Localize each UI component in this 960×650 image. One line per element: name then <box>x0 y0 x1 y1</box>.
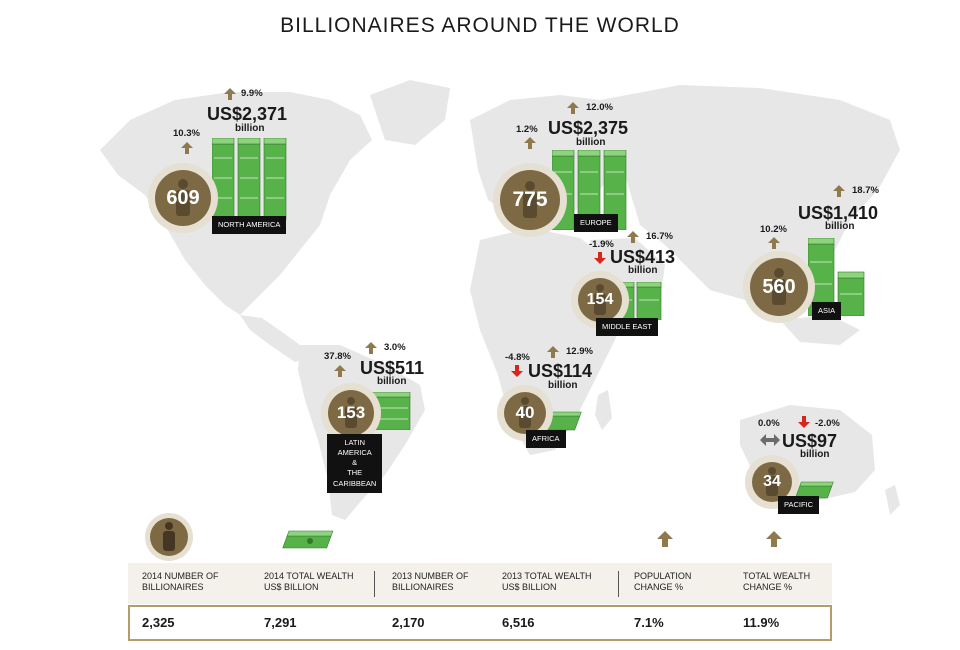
region-label: NORTH AMERICA <box>212 216 287 235</box>
header-2014-number: 2014 NUMBER OF BILLIONAIRES <box>142 571 219 593</box>
total-wealth: US$2,375 <box>548 118 629 138</box>
wealth-change: 18.7% <box>852 185 879 196</box>
total-wealth: US$114 <box>528 361 593 381</box>
billionaire-count-circle: 154 <box>578 278 622 322</box>
population-change: -4.8% <box>505 352 530 363</box>
population-change: 0.0% <box>758 418 780 429</box>
wealth-change-up-arrow-icon <box>547 346 559 358</box>
person-icon <box>345 397 357 428</box>
wealth-change: 9.9% <box>241 88 263 99</box>
population-change-down-arrow-icon <box>511 365 523 377</box>
summary-header-row <box>128 563 832 604</box>
region-label: AFRICA <box>526 430 566 449</box>
region-label: EUROPE <box>574 214 618 233</box>
money-stack-icon <box>540 411 582 431</box>
region-label: MIDDLE EAST <box>596 318 659 337</box>
wealth-change-up-arrow-icon <box>766 531 782 547</box>
wealth-unit: billion <box>235 123 265 134</box>
wealth-change: 16.7% <box>646 231 673 242</box>
population-change-up-arrow-icon <box>768 237 780 249</box>
population-change: -1.9% <box>589 239 614 250</box>
column-divider <box>618 571 619 597</box>
billionaire-count: 34 <box>763 473 781 490</box>
summary-values-row <box>128 605 832 641</box>
value-2014-wealth: 7,291 <box>264 615 297 630</box>
money-stack-icon <box>282 530 334 549</box>
person-icon <box>176 179 190 216</box>
header-2014-wealth: 2014 TOTAL WEALTH US$ BILLION <box>264 571 354 593</box>
value-population-change: 7.1% <box>634 615 664 630</box>
wealth-change: 3.0% <box>384 342 406 353</box>
region-label: LATIN AMERICA & THE CARIBBEAN <box>327 434 383 493</box>
billionaire-count: 40 <box>515 403 535 422</box>
wealth-unit: billion <box>576 137 606 148</box>
wealth-change-up-arrow-icon <box>567 102 579 114</box>
value-2013-wealth: 6,516 <box>502 615 535 630</box>
billionaire-count: 560 <box>762 275 796 298</box>
population-change-up-arrow-icon <box>334 365 346 377</box>
population-change-up-arrow-icon <box>657 531 673 547</box>
legend-person-circle <box>150 518 188 556</box>
population-change: 37.8% <box>324 351 351 362</box>
wealth-unit: billion <box>800 449 830 460</box>
population-change: 10.2% <box>760 224 787 235</box>
wealth-unit: billion <box>825 221 855 232</box>
person-icon <box>519 397 531 428</box>
value-wealth-change: 11.9% <box>743 615 780 630</box>
wealth-unit: billion <box>548 380 578 391</box>
column-divider <box>374 571 375 597</box>
wealth-change-up-arrow-icon <box>365 342 377 354</box>
billionaire-count: 775 <box>512 188 548 211</box>
money-stack-icon <box>212 138 287 220</box>
header-2013-wealth: 2013 TOTAL WEALTH US$ BILLION <box>502 571 592 593</box>
person-icon <box>766 467 778 496</box>
person-icon <box>594 284 606 315</box>
wealth-change-up-arrow-icon <box>224 88 236 100</box>
header-population-change: POPULATION CHANGE % <box>634 571 692 593</box>
total-wealth: US$511 <box>360 358 425 378</box>
total-wealth: US$2,371 <box>207 104 288 124</box>
value-2014-number: 2,325 <box>142 615 175 630</box>
billionaire-count: 153 <box>336 403 366 422</box>
person-icon <box>523 181 537 218</box>
billionaire-count-circle: 40 <box>504 392 546 434</box>
money-stack-icon <box>372 392 411 430</box>
wealth-change: -2.0% <box>815 418 840 429</box>
population-change: 10.3% <box>173 128 200 139</box>
billionaire-count-circle: 560 <box>750 258 808 316</box>
page-title: BILLIONAIRES AROUND THE WORLD <box>280 14 680 37</box>
total-wealth: US$413 <box>610 247 676 267</box>
billionaire-count-circle: 609 <box>155 170 211 226</box>
header-wealth-change: TOTAL WEALTH CHANGE % <box>743 571 811 593</box>
population-change-down-arrow-icon <box>594 252 606 264</box>
person-icon <box>163 522 175 551</box>
billionaire-count: 609 <box>166 186 200 209</box>
wealth-unit: billion <box>377 376 407 387</box>
wealth-change: 12.9% <box>566 346 593 357</box>
billionaire-count-circle: 153 <box>328 390 374 436</box>
person-icon <box>772 268 786 305</box>
value-2013-number: 2,170 <box>392 615 425 630</box>
total-wealth: US$1,410 <box>798 203 879 223</box>
wealth-change-up-arrow-icon <box>833 185 845 197</box>
population-change-flat-arrow-icon <box>760 434 780 446</box>
billionaire-count-circle: 775 <box>500 170 560 230</box>
population-change-up-arrow-icon <box>524 137 536 149</box>
wealth-unit: billion <box>628 265 658 276</box>
total-wealth: US$97 <box>782 431 838 451</box>
summary-table: 2014 NUMBER OF BILLIONAIRES 2014 TOTAL W… <box>128 563 832 641</box>
wealth-change: 12.0% <box>586 102 613 113</box>
wealth-change-down-arrow-icon <box>798 416 810 428</box>
population-change: 1.2% <box>516 124 538 135</box>
billionaire-count: 154 <box>586 291 614 308</box>
billionaire-count-circle: 34 <box>752 462 792 502</box>
region-label: PACIFIC <box>778 496 820 515</box>
population-change-up-arrow-icon <box>181 142 193 154</box>
region-label: ASIA <box>812 302 842 321</box>
wealth-change-up-arrow-icon <box>627 231 639 243</box>
header-2013-number: 2013 NUMBER OF BILLIONAIRES <box>392 571 469 593</box>
